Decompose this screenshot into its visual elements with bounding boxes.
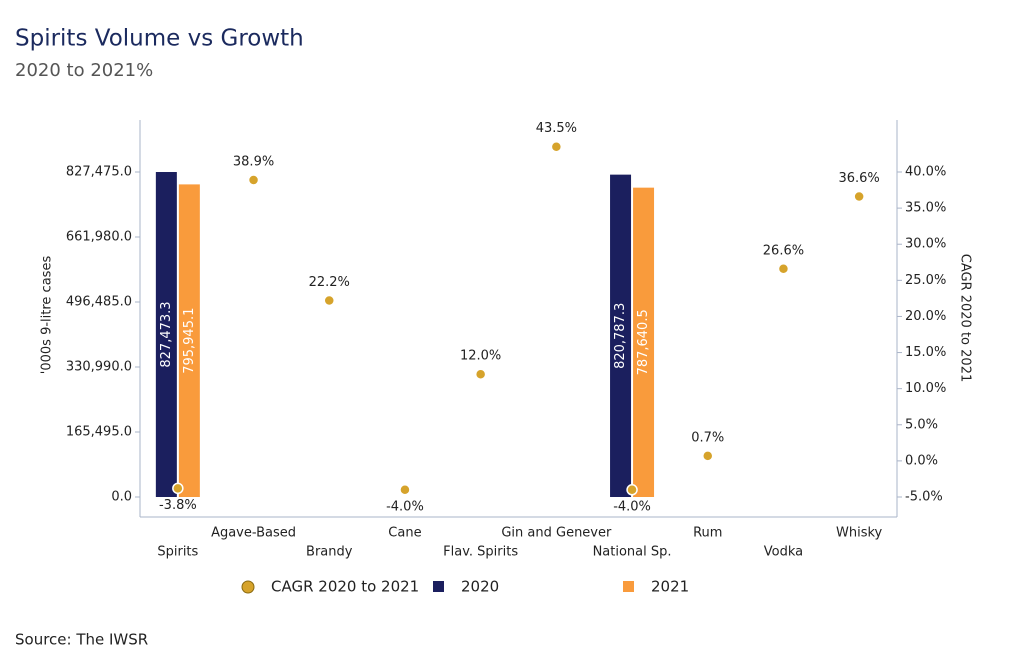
dot: [172, 482, 184, 495]
y-tick-label: 827,475.0: [66, 165, 132, 180]
legend-label: 2020: [461, 578, 499, 596]
bar-value-label: 827,473.3: [159, 301, 174, 367]
dot: [626, 484, 638, 496]
y2-tick-label: 20.0%: [905, 309, 946, 324]
dot: [247, 174, 260, 186]
legend-label: 2021: [651, 578, 689, 596]
bar: [610, 174, 632, 498]
y-tick-label: 661,980.0: [66, 230, 132, 245]
y-tick-label: 496,485.0: [66, 295, 132, 310]
x-tick-label: National Sp.: [593, 545, 672, 560]
y-tick-label: 165,495.0: [66, 425, 132, 440]
y2-tick-label: 5.0%: [905, 417, 938, 432]
y2-tick-label: -5.0%: [905, 489, 943, 504]
y2-tick-label: 40.0%: [905, 164, 946, 179]
legend-swatch: [433, 581, 444, 592]
dot-value-label: 12.0%: [460, 349, 501, 364]
y2-tick-label: 0.0%: [905, 453, 938, 468]
dot-value-label: -3.8%: [159, 498, 197, 513]
y2-tick-label: 15.0%: [905, 345, 946, 360]
dot: [474, 368, 487, 380]
bar-value-label: 787,640.5: [636, 309, 651, 375]
bar: [633, 187, 655, 498]
dot: [550, 140, 563, 153]
dot-value-label: 36.6%: [838, 171, 879, 186]
x-tick-label: Brandy: [306, 545, 353, 560]
dot: [323, 294, 335, 307]
dot: [702, 450, 714, 462]
x-tick-label: Flav. Spirits: [443, 545, 518, 560]
bar-value-label: 795,945.1: [182, 308, 197, 374]
x-tick-label: Rum: [693, 526, 722, 541]
y-tick-label: 0.0: [111, 490, 132, 505]
y-tick-label: 330,990.0: [66, 360, 132, 375]
dot-value-label: 26.6%: [763, 243, 804, 258]
x-tick-label: Agave-Based: [211, 526, 296, 541]
y2-tick-label: 35.0%: [905, 201, 946, 216]
legend-swatch: [623, 581, 634, 592]
chart-title: Spirits Volume vs Growth: [15, 26, 304, 52]
dot-value-label: -4.0%: [386, 499, 424, 514]
x-tick-label: Vodka: [764, 545, 803, 560]
dot-value-label: 43.5%: [536, 121, 577, 136]
y2-tick-label: 10.0%: [905, 381, 946, 396]
y2-tick-label: 25.0%: [905, 273, 946, 288]
x-tick-label: Spirits: [157, 545, 198, 560]
dot-value-label: 22.2%: [309, 275, 350, 290]
x-tick-label: Gin and Genever: [501, 526, 612, 541]
dot-value-label: -4.0%: [613, 499, 651, 514]
x-tick-label: Whisky: [836, 526, 883, 541]
bar: [155, 172, 177, 498]
bar: [178, 184, 200, 498]
x-tick-label: Cane: [388, 526, 421, 541]
dot-value-label: 38.9%: [233, 154, 274, 169]
chart-subtitle: 2020 to 2021%: [15, 60, 153, 81]
legend-swatch: [241, 580, 255, 594]
legend-label: CAGR 2020 to 2021: [271, 578, 419, 596]
dot: [399, 484, 411, 496]
dot: [853, 190, 865, 203]
y2-tick-label: 30.0%: [905, 237, 946, 252]
y2-axis-title: CAGR 2020 to 2021: [958, 254, 973, 382]
bar-value-label: 820,787.3: [613, 303, 628, 369]
dot: [777, 263, 790, 275]
y-axis-title: '000s 9-litre cases: [40, 256, 55, 375]
dot-value-label: 0.7%: [691, 430, 724, 445]
source: Source: The IWSR: [15, 631, 148, 649]
